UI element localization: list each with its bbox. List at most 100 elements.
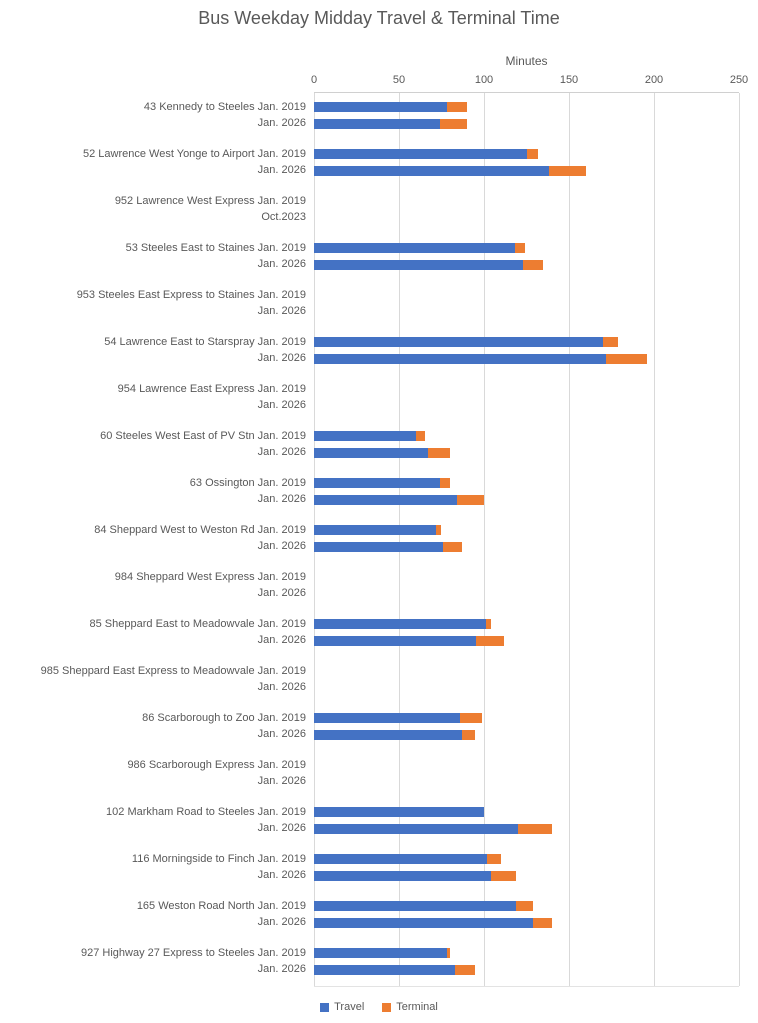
terminal-bar-segment bbox=[523, 259, 544, 270]
category-label: 954 Lawrence East Express Jan. 2019 bbox=[117, 382, 306, 395]
travel-bar-segment bbox=[314, 337, 603, 348]
terminal-bar-segment bbox=[475, 635, 505, 646]
terminal-bar-segment bbox=[485, 619, 491, 630]
category-label: Jan. 2026 bbox=[257, 963, 306, 976]
travel-bar-segment bbox=[314, 729, 462, 740]
plot-area bbox=[314, 92, 740, 987]
category-label: Jan. 2026 bbox=[257, 399, 306, 412]
x-tick-label: 0 bbox=[310, 74, 318, 86]
category-label: 953 Steeles East Express to Staines Jan.… bbox=[76, 288, 306, 301]
terminal-bar-segment bbox=[516, 901, 534, 912]
travel-bar-segment bbox=[314, 525, 437, 536]
category-label: Jan. 2026 bbox=[257, 258, 306, 271]
terminal-bar-segment bbox=[455, 964, 476, 975]
travel-bar-segment bbox=[314, 635, 476, 646]
gridline bbox=[399, 93, 400, 986]
legend: Travel Terminal bbox=[0, 1001, 758, 1013]
terminal-bar-segment bbox=[456, 494, 484, 505]
travel-bar-segment bbox=[314, 259, 524, 270]
travel-bar-segment bbox=[314, 431, 416, 442]
terminal-bar-segment bbox=[443, 541, 462, 552]
category-label: 63 Ossington Jan. 2019 bbox=[189, 476, 306, 489]
travel-bar-segment bbox=[314, 118, 440, 129]
gridline bbox=[484, 93, 485, 986]
travel-bar-segment bbox=[314, 823, 518, 834]
travel-bar-segment bbox=[314, 964, 456, 975]
travel-bar-segment bbox=[314, 901, 517, 912]
category-label: 165 Weston Road North Jan. 2019 bbox=[136, 899, 306, 912]
travel-bar-segment bbox=[314, 165, 549, 176]
terminal-bar-segment bbox=[518, 823, 552, 834]
category-label: Oct.2023 bbox=[261, 211, 306, 224]
x-tick-label: 250 bbox=[729, 74, 749, 86]
legend-item-travel: Travel bbox=[320, 1001, 364, 1013]
category-label: Jan. 2026 bbox=[257, 869, 306, 882]
category-label: 952 Lawrence West Express Jan. 2019 bbox=[114, 194, 306, 207]
category-label: 43 Kennedy to Steeles Jan. 2019 bbox=[143, 100, 306, 113]
chart-title: Bus Weekday Midday Travel & Terminal Tim… bbox=[198, 8, 560, 28]
terminal-bar-segment bbox=[439, 478, 450, 489]
category-label: 84 Sheppard West to Weston Rd Jan. 2019 bbox=[94, 523, 306, 536]
gridline bbox=[314, 93, 315, 986]
travel-bar-segment bbox=[314, 854, 488, 865]
travel-bar-segment bbox=[314, 447, 428, 458]
terminal-bar-segment bbox=[526, 149, 539, 160]
x-tick-label: 50 bbox=[392, 74, 406, 86]
terminal-bar-segment bbox=[460, 713, 483, 724]
travel-bar-segment bbox=[314, 870, 491, 881]
value-axis-title: Minutes bbox=[505, 54, 548, 68]
category-label: 60 Steeles West East of PV Stn Jan. 2019 bbox=[100, 429, 306, 442]
category-label: Jan. 2026 bbox=[257, 822, 306, 835]
travel-bar-segment bbox=[314, 243, 515, 254]
category-label: 52 Lawrence West Yonge to Airport Jan. 2… bbox=[82, 147, 306, 160]
gridline bbox=[569, 93, 570, 986]
category-label: Jan. 2026 bbox=[257, 117, 306, 130]
terminal-bar-segment bbox=[427, 447, 450, 458]
category-label: 54 Lawrence East to Starspray Jan. 2019 bbox=[104, 335, 306, 348]
category-label: Jan. 2026 bbox=[257, 352, 306, 365]
terminal-bar-segment bbox=[548, 165, 586, 176]
travel-bar-segment bbox=[314, 353, 607, 364]
terminal-bar-segment bbox=[606, 353, 648, 364]
travel-bar-segment bbox=[314, 102, 447, 113]
category-label: Jan. 2026 bbox=[257, 305, 306, 318]
terminal-bar-segment bbox=[436, 525, 442, 536]
terminal-bar-segment bbox=[603, 337, 619, 348]
terminal-bar-segment bbox=[487, 854, 501, 865]
category-label: Jan. 2026 bbox=[257, 540, 306, 553]
category-label: 927 Highway 27 Express to Steeles Jan. 2… bbox=[80, 946, 306, 959]
terminal-bar-segment bbox=[446, 102, 467, 113]
legend-swatch-terminal bbox=[382, 1002, 392, 1012]
x-tick-label: 200 bbox=[644, 74, 664, 86]
terminal-bar-segment bbox=[533, 917, 552, 928]
travel-bar-segment bbox=[314, 619, 486, 630]
legend-item-terminal: Terminal bbox=[382, 1001, 438, 1013]
terminal-bar-segment bbox=[461, 729, 476, 740]
legend-label-terminal: Terminal bbox=[396, 1001, 438, 1013]
x-tick-label: 100 bbox=[474, 74, 494, 86]
terminal-bar-segment bbox=[514, 243, 525, 254]
travel-bar-segment bbox=[314, 494, 457, 505]
travel-bar-segment bbox=[314, 917, 534, 928]
category-label: Jan. 2026 bbox=[257, 587, 306, 600]
terminal-bar-segment bbox=[446, 948, 450, 959]
category-label: 986 Scarborough Express Jan. 2019 bbox=[127, 758, 306, 771]
category-label: Jan. 2026 bbox=[257, 681, 306, 694]
category-label: 86 Scarborough to Zoo Jan. 2019 bbox=[142, 711, 306, 724]
category-label: 53 Steeles East to Staines Jan. 2019 bbox=[125, 241, 306, 254]
category-label: Jan. 2026 bbox=[257, 775, 306, 788]
travel-bar-segment bbox=[314, 713, 461, 724]
category-label: Jan. 2026 bbox=[257, 634, 306, 647]
terminal-bar-segment bbox=[416, 431, 425, 442]
x-tick-label: 150 bbox=[559, 74, 579, 86]
category-label: 116 Morningside to Finch Jan. 2019 bbox=[131, 852, 306, 865]
travel-bar-segment bbox=[314, 807, 484, 818]
category-label: Jan. 2026 bbox=[257, 446, 306, 459]
travel-bar-segment bbox=[314, 541, 444, 552]
terminal-bar-segment bbox=[439, 118, 467, 129]
category-label: 985 Sheppard East Express to Meadowvale … bbox=[40, 664, 306, 677]
category-label: Jan. 2026 bbox=[257, 493, 306, 506]
gridline bbox=[654, 93, 655, 986]
gridline bbox=[739, 93, 740, 986]
category-label: Jan. 2026 bbox=[257, 164, 306, 177]
